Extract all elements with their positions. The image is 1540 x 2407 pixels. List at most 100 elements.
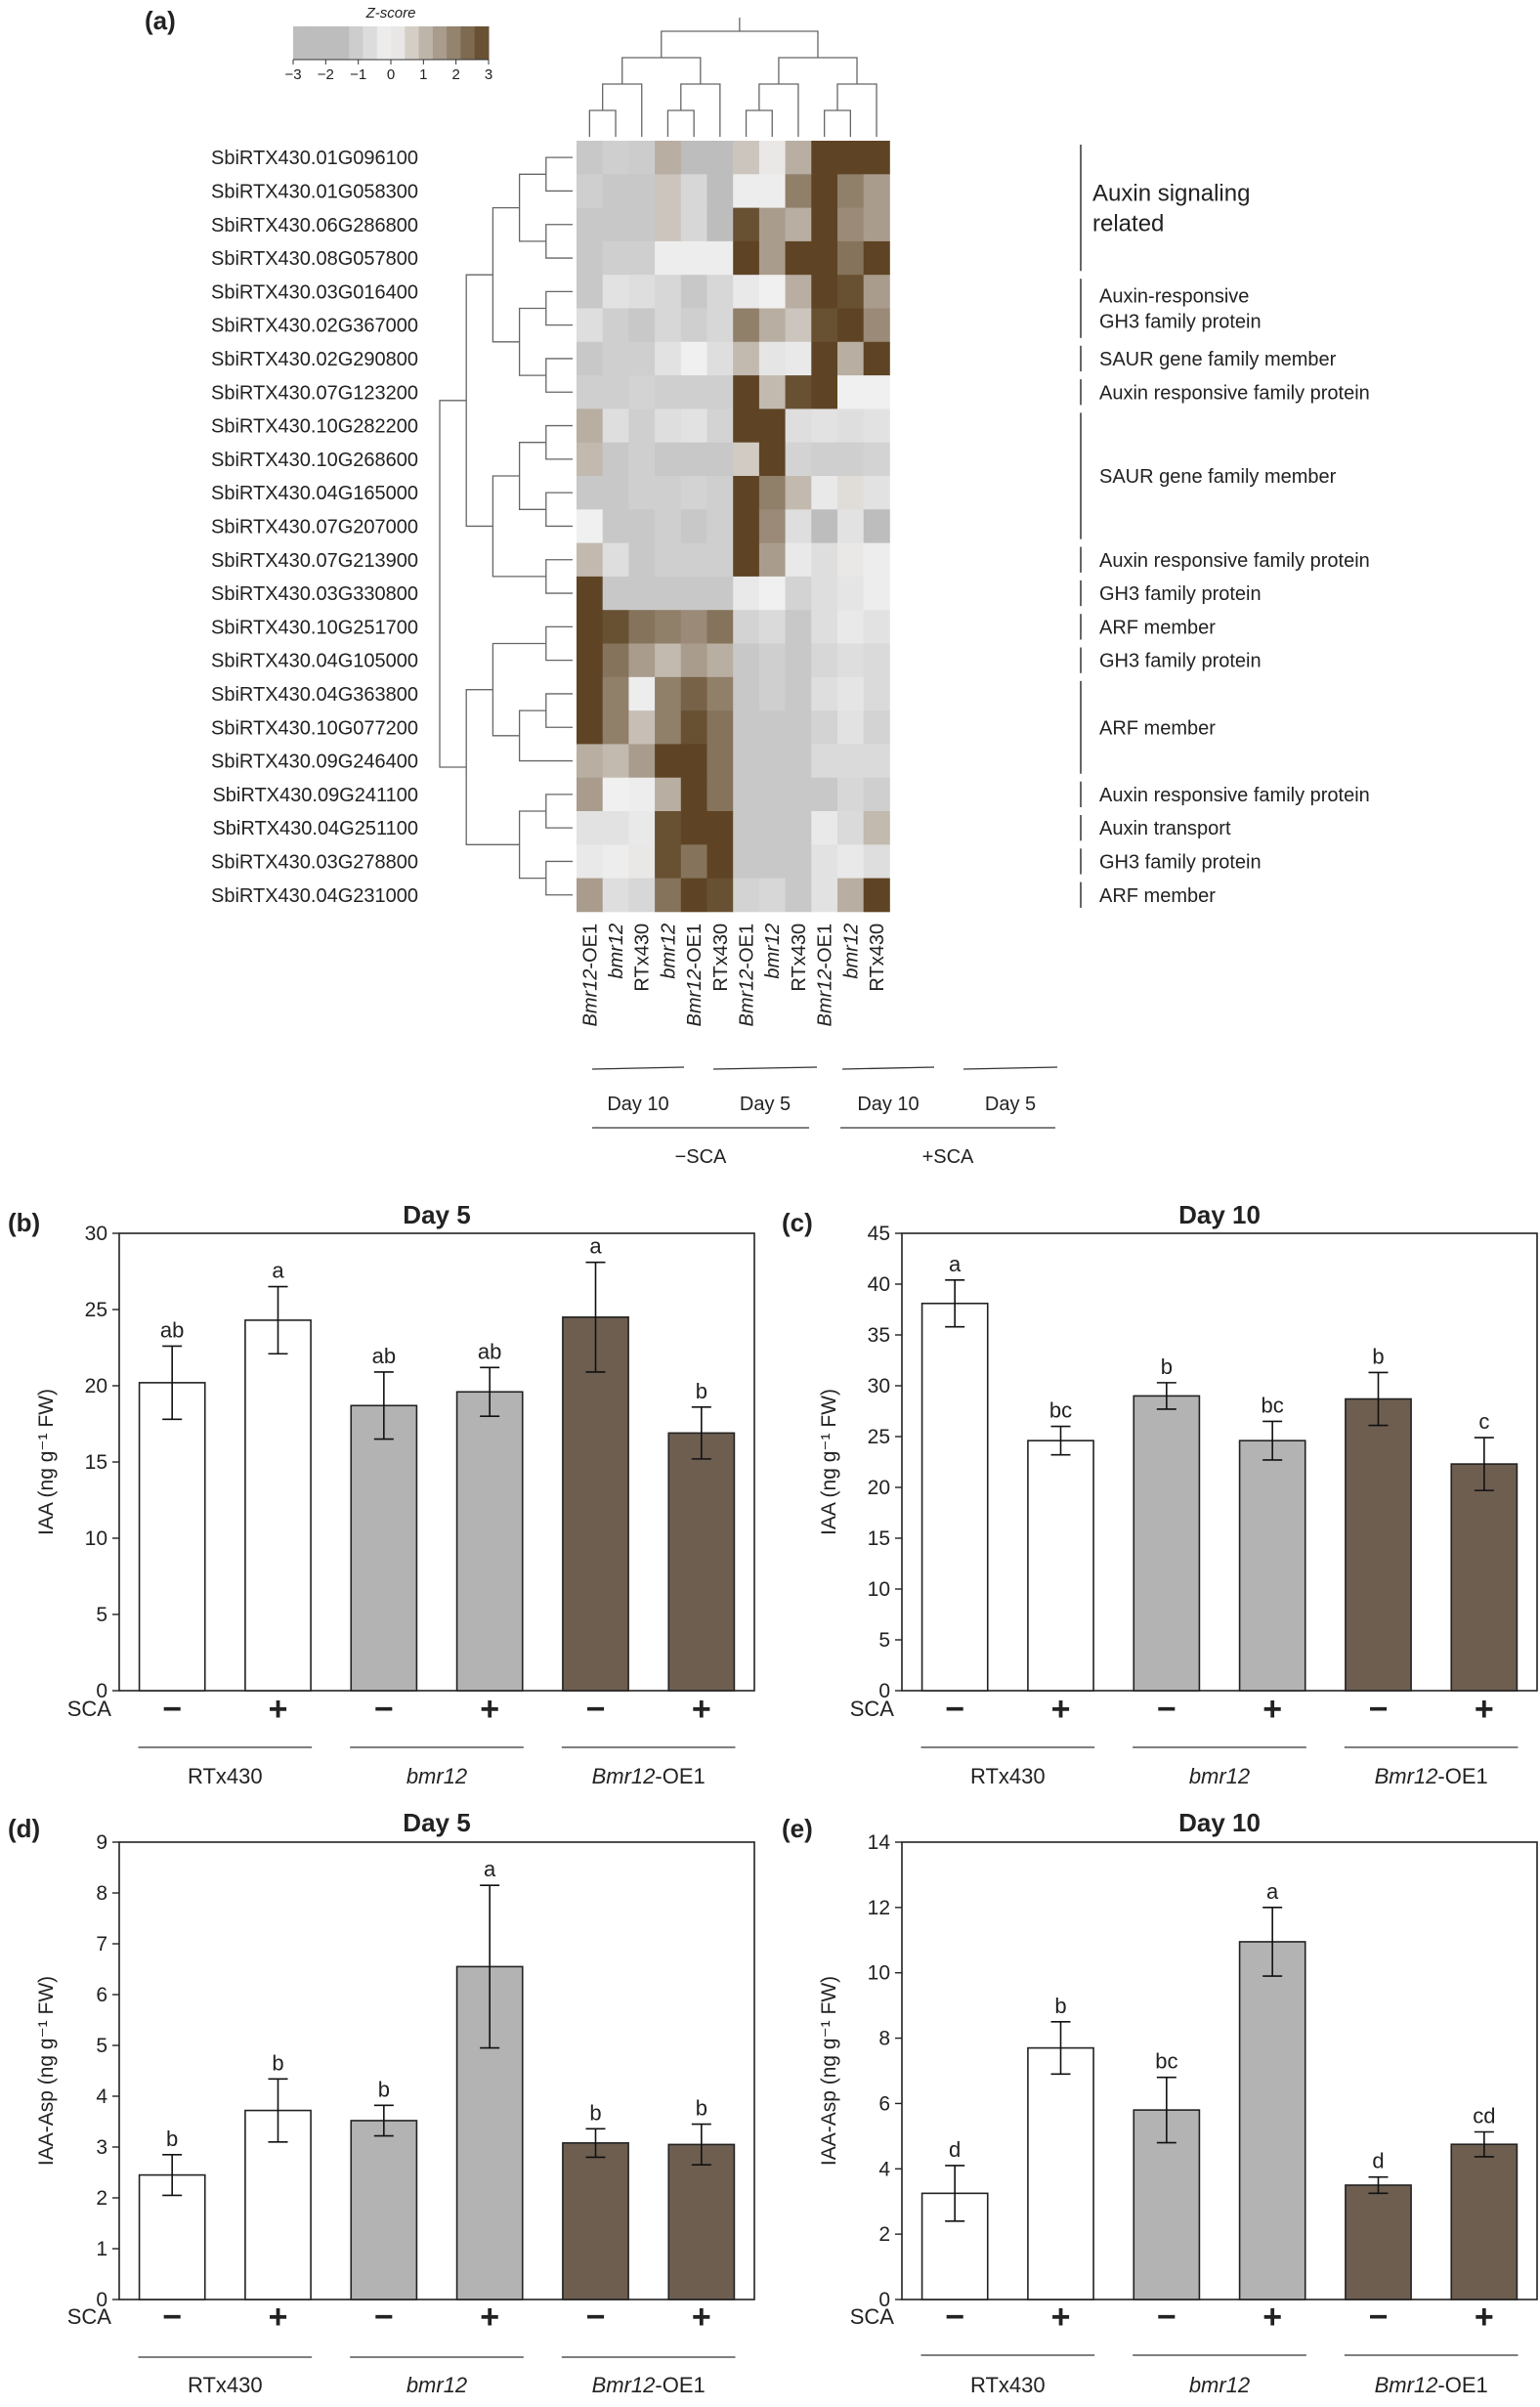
heatmap-cell [628, 141, 656, 175]
heatmap-cell [758, 777, 786, 812]
heatmap-cell [680, 610, 707, 644]
heatmap-cell [758, 341, 786, 376]
heatmap-cell [758, 240, 786, 276]
heatmap-cell [655, 844, 682, 879]
annotation-label: ARF member [1099, 617, 1216, 638]
heatmap-cell [863, 509, 890, 543]
heatmap-cell [628, 610, 656, 644]
dendrogram-branch [545, 625, 573, 662]
sca-sign: + [480, 2299, 499, 2336]
sca-sign: − [374, 2299, 394, 2336]
heatmap-cell [811, 542, 838, 578]
heatmap-cell [680, 408, 707, 444]
heatmap-cell [758, 509, 786, 543]
y-axis-label: IAA-Asp (ng g⁻¹ FW) [35, 1976, 58, 2166]
heatmap-cell [577, 777, 604, 812]
heatmap-cell [863, 375, 890, 409]
heatmap-cell [863, 240, 890, 276]
heatmap-cell [863, 777, 890, 812]
heatmap-cell [680, 207, 707, 242]
annotation-label: GH3 family protein [1099, 851, 1262, 873]
heatmap-cell [706, 341, 734, 376]
y-tick-label: 6 [96, 1984, 107, 2006]
heatmap-cell [680, 811, 707, 845]
heatmap-cell [785, 509, 812, 543]
day-group-line [841, 1066, 935, 1070]
genotype-label: bmr12 [406, 1764, 467, 1788]
plot-frame [901, 1841, 1538, 2300]
annotation-label: GH3 family protein [1099, 583, 1262, 605]
heatmap-cell [655, 240, 682, 276]
heatmap-cell [680, 341, 707, 376]
heatmap-cell [811, 509, 838, 543]
gene-label: SbiRTX430.04G251100 [212, 818, 418, 839]
significance-letter: b [1372, 1344, 1384, 1368]
heatmap-cell [680, 375, 707, 409]
significance-letter: a [1266, 1879, 1279, 1904]
significance-letter: b [1054, 1994, 1066, 2018]
y-tick-label: 10 [868, 1962, 890, 1985]
legend-tick-label: 2 [451, 66, 459, 83]
heatmap-cell [602, 141, 629, 175]
heatmap-cell [863, 141, 890, 175]
heatmap-cell [758, 442, 786, 477]
heatmap-cell [837, 442, 865, 477]
heatmap-cell [837, 878, 865, 913]
sca-row-label: SCA [67, 1697, 112, 1721]
significance-letter: b [1161, 1354, 1173, 1379]
heatmap-cell [577, 308, 604, 343]
heatmap-cell [811, 878, 838, 913]
heatmap-cell [811, 141, 838, 175]
heatmap-cell [680, 576, 707, 611]
heatmap-cell [733, 375, 760, 409]
heatmap-cell [733, 643, 760, 678]
plot-frame [901, 1232, 1538, 1692]
column-label: RTx430 [632, 924, 654, 992]
heatmap-cell [602, 777, 629, 812]
heatmap-cell [706, 643, 734, 678]
heatmap-cell [602, 542, 629, 578]
heatmap-cell [837, 610, 865, 644]
heatmap-cell [785, 710, 812, 745]
bar [920, 2192, 989, 2300]
heatmap-cell [577, 643, 604, 678]
legend-swatch [349, 26, 364, 60]
genotype-label: bmr12 [1189, 2373, 1250, 2397]
heatmap-cell [733, 240, 760, 276]
heatmap-cell [733, 476, 760, 510]
heatmap-cell [655, 341, 682, 376]
heatmap-cell [628, 476, 656, 510]
column-label: Bmr12-OE1 [815, 924, 836, 1027]
heatmap-cell [577, 878, 604, 913]
heatmap-cell [733, 341, 760, 376]
heatmap-cell [602, 610, 629, 644]
heatmap-cell [785, 811, 812, 845]
dendrogram-branch [545, 559, 573, 594]
heatmap-cell [863, 710, 890, 745]
heatmap-cell [602, 576, 629, 611]
sca-sign: − [1369, 1691, 1389, 1728]
dendrogram-branch [545, 492, 573, 528]
gene-label: SbiRTX430.09G246400 [211, 752, 418, 773]
sca-sign: + [1475, 1691, 1494, 1728]
sca-sign: + [480, 1691, 499, 1728]
column-label: Bmr12-OE1 [579, 924, 601, 1027]
heatmap-cell [785, 844, 812, 879]
chart-title: Day 5 [403, 1808, 470, 1837]
y-tick-label: 8 [96, 1882, 107, 1905]
legend-swatch [321, 26, 336, 60]
heatmap-cell [733, 777, 760, 812]
y-tick-label: 1 [96, 2238, 107, 2260]
heatmap-cell [758, 844, 786, 879]
heatmap-cell [655, 576, 682, 611]
heatmap-cell [837, 576, 865, 611]
column-label: RTx430 [789, 924, 810, 992]
heatmap-cell [811, 476, 838, 510]
bar [1450, 1463, 1519, 1692]
y-tick-label: 30 [85, 1223, 107, 1245]
y-tick-label: 10 [868, 1578, 890, 1601]
y-tick-label: 30 [868, 1375, 890, 1397]
significance-letter: d [949, 2137, 961, 2162]
heatmap-cell [655, 476, 682, 510]
column-label-name: RTx430 [710, 924, 732, 992]
